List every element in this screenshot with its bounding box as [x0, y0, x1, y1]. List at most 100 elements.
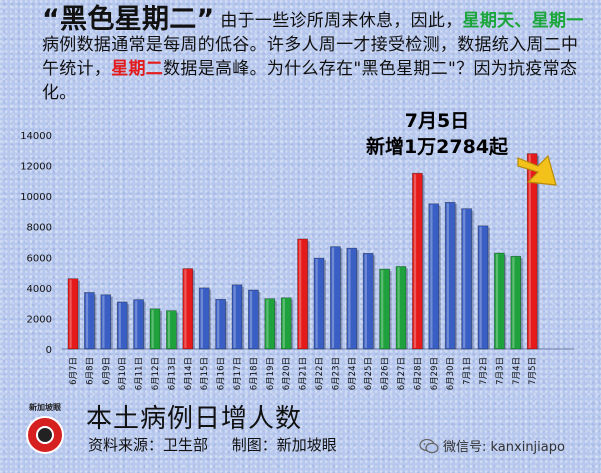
- y-tick-label: 14000: [20, 131, 52, 142]
- bar-6月17日: [231, 284, 243, 350]
- bar-highlight: [430, 204, 433, 348]
- intro-text-3: 数据是高峰。为什么存在"黑色星期二"？因为抗疫常态化。: [42, 59, 578, 103]
- bar-highlight: [151, 309, 154, 348]
- bar-highlight: [118, 302, 121, 348]
- x-tick-label: 6月26日: [381, 357, 391, 390]
- x-tick-label: 6月29日: [430, 357, 440, 390]
- y-tick-label: 0: [46, 345, 52, 356]
- bar-6月22日: [313, 257, 325, 350]
- bar-6月30日: [444, 201, 456, 350]
- bar-6月7日: [67, 278, 79, 350]
- intro-text-1: 由于一些诊所周末休息，因此，: [220, 11, 463, 31]
- bar-highlight: [299, 239, 302, 348]
- x-axis-labels: 6月7日 6月8日 6月9日 6月10日 6月11日 6月12日 6月13日 6月14日 6月1…: [69, 357, 538, 390]
- x-tick-label: 7月3日: [495, 357, 505, 385]
- y-tick-label: 8000: [27, 223, 52, 234]
- bar-7月5日: [526, 153, 538, 350]
- bar-highlight: [217, 300, 220, 348]
- y-tick-label: 4000: [27, 284, 52, 295]
- bar-highlight: [413, 174, 417, 348]
- bar-6月19日: [264, 298, 276, 350]
- bar-highlight: [167, 311, 171, 348]
- intro-text-2: 病例数据通常是每周的低谷。许多人周一才接受检测，数据统入周二中午统计，: [42, 35, 579, 79]
- x-tick-label: 6月10日: [118, 357, 128, 390]
- x-tick-label: 6月7日: [69, 357, 79, 385]
- y-tick-label: 12000: [20, 162, 52, 173]
- black-tuesday-title: “黑色星期二”: [42, 4, 215, 35]
- bar-6月14日: [182, 268, 194, 350]
- bar-highlight: [446, 203, 449, 348]
- x-tick-label: 6月16日: [217, 357, 227, 390]
- logo-text: 新加坡眼: [29, 403, 61, 412]
- bar-6月20日: [280, 297, 292, 350]
- x-tick-label: 6月21日: [299, 357, 309, 390]
- bar-highlight: [331, 247, 335, 348]
- x-tick-label: 6月17日: [233, 357, 243, 390]
- bar-highlight: [397, 267, 400, 348]
- bar-6月8日: [84, 292, 95, 350]
- bar-highlight: [85, 293, 89, 348]
- x-tick-label: 6月24日: [348, 357, 358, 390]
- x-tick-label: 7月2日: [479, 357, 489, 385]
- bar-7月2日: [477, 225, 489, 350]
- x-tick-label: 6月23日: [331, 357, 341, 390]
- annotation-date: 7月5日: [404, 110, 470, 132]
- bar-highlight: [135, 300, 138, 348]
- intro-paragraph: “黑色星期二” 由于一些诊所周末休息，因此，星期天、星期一病例数据通常是每周的低…: [42, 6, 594, 105]
- wechat-text: 微信号: kanxinjiapo: [443, 440, 565, 455]
- arrow-icon: [517, 154, 557, 186]
- bar-highlight: [282, 298, 285, 348]
- bar-highlight: [381, 270, 384, 348]
- bar-highlight: [233, 285, 236, 348]
- x-tick-label: 6月20日: [282, 357, 292, 390]
- bar-6月21日: [297, 238, 308, 350]
- bar-6月25日: [362, 253, 374, 350]
- bars: [67, 153, 540, 350]
- bar-6月18日: [248, 289, 259, 350]
- bar-6月12日: [149, 308, 161, 350]
- bar-highlight: [512, 257, 515, 348]
- bar-highlight: [364, 254, 367, 348]
- x-tick-label: 6月15日: [200, 357, 210, 390]
- intro-sunday: 星期天、: [462, 11, 532, 31]
- x-tick-label: 6月8日: [85, 357, 95, 385]
- bar-6月28日: [412, 172, 423, 350]
- bar-highlight: [69, 279, 72, 348]
- x-tick-label: 7月5日: [528, 357, 538, 385]
- intro-tuesday: 星期二: [111, 59, 164, 79]
- y-tick-label: 10000: [20, 192, 52, 203]
- x-tick-label: 6月12日: [151, 357, 161, 390]
- bar-6月11日: [133, 299, 144, 350]
- x-tick-label: 6月14日: [184, 357, 194, 390]
- bar-6月9日: [100, 294, 112, 350]
- logo-inner: [36, 426, 54, 444]
- bar-highlight: [200, 288, 203, 348]
- annotation-count: 新增1万2784起: [365, 136, 509, 158]
- x-tick-label: 6月18日: [249, 357, 259, 390]
- x-tick-label: 7月1日: [463, 357, 473, 385]
- bar-7月3日: [494, 252, 505, 350]
- bar-6月16日: [215, 299, 226, 350]
- wechat-icon: [419, 438, 439, 454]
- x-tick-label: 6月30日: [446, 357, 456, 390]
- bar-6月27日: [395, 266, 407, 350]
- bar-6月24日: [346, 247, 358, 350]
- source-line: 资料来源：卫生部 制图：新加坡眼: [88, 436, 337, 454]
- x-tick-label: 7月4日: [512, 357, 522, 385]
- bar-highlight: [479, 226, 482, 348]
- wechat-id: 微信号: kanxinjiapo: [419, 436, 565, 455]
- intro-monday: 星期一: [531, 11, 584, 31]
- bar-6月29日: [428, 203, 440, 350]
- bar-6月13日: [166, 310, 177, 350]
- bar-highlight: [266, 299, 269, 348]
- bar-7月1日: [461, 208, 472, 350]
- bar-6月15日: [198, 287, 210, 350]
- x-tick-label: 6月27日: [397, 357, 407, 390]
- x-tick-label: 6月28日: [413, 357, 423, 390]
- bar-highlight: [315, 259, 318, 348]
- chart-title: 本土病例日增人数: [86, 404, 303, 434]
- y-tick-label: 2000: [27, 314, 52, 325]
- x-tick-label: 6月19日: [266, 357, 276, 390]
- bar-highlight: [184, 269, 187, 348]
